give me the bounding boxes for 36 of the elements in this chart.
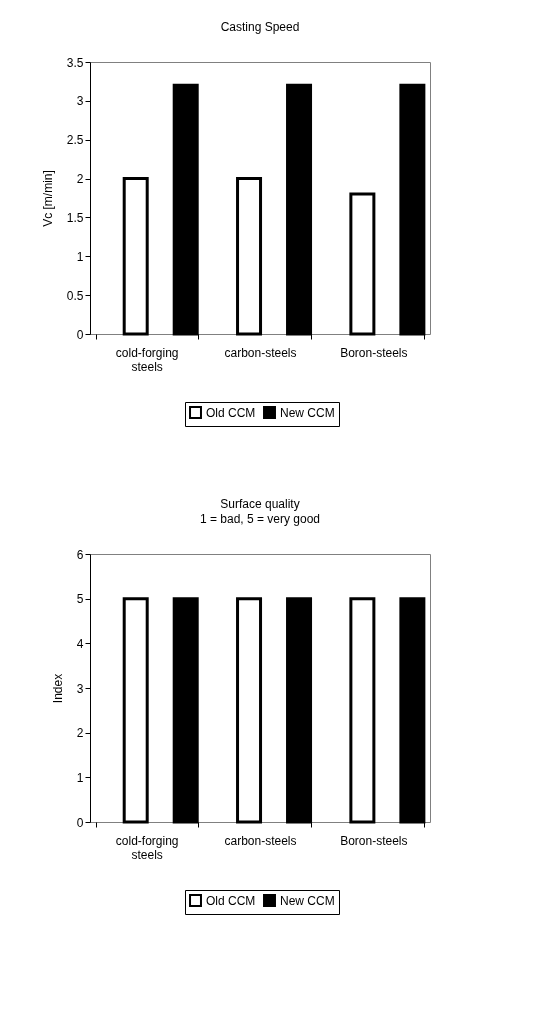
x-tick-label: cold-forging steels [115, 345, 179, 374]
y-tick-label: 0.5 [66, 288, 84, 303]
y-tick-label: 4 [76, 636, 84, 651]
bar [349, 192, 376, 336]
y-tick-label: 0 [76, 815, 84, 830]
chart-title: Casting Speed [220, 20, 300, 34]
bar [122, 177, 149, 336]
y-axis-title: Index [50, 673, 65, 704]
y-tick-label: 3 [76, 681, 84, 696]
x-tick-label: Boron-steels [340, 345, 408, 360]
y-tick-label: 2 [76, 172, 84, 187]
bar [286, 83, 313, 336]
legend-label: Old CCM [206, 893, 256, 908]
y-tick-label: 5 [76, 592, 84, 607]
y-tick-label: 3.5 [66, 55, 84, 70]
bar [236, 177, 263, 336]
x-tick-label: carbon-steels [224, 833, 297, 848]
chart-subtitle: 1 = bad, 5 = very good [199, 512, 321, 526]
x-tick-label: cold-forging steels [115, 833, 179, 862]
chart-title: Surface quality [220, 497, 300, 511]
y-tick-label: 2.5 [66, 133, 84, 148]
x-tick-label: Boron-steels [340, 833, 408, 848]
y-tick-label: 6 [76, 547, 84, 562]
y-tick-label: 3 [76, 94, 84, 109]
y-tick-label: 2 [76, 726, 84, 741]
legend-label: New CCM [280, 405, 335, 420]
legend-label: Old CCM [206, 405, 256, 420]
bar [399, 83, 426, 336]
x-tick-label: carbon-steels [224, 345, 297, 360]
y-tick-label: 1.5 [66, 210, 84, 225]
y-tick-label: 1 [76, 770, 84, 785]
bar [172, 83, 199, 336]
y-tick-label: 1 [76, 249, 84, 264]
y-axis-title: Vc [m/min] [40, 170, 55, 227]
y-tick-label: 0 [76, 327, 84, 342]
legend-label: New CCM [280, 893, 335, 908]
